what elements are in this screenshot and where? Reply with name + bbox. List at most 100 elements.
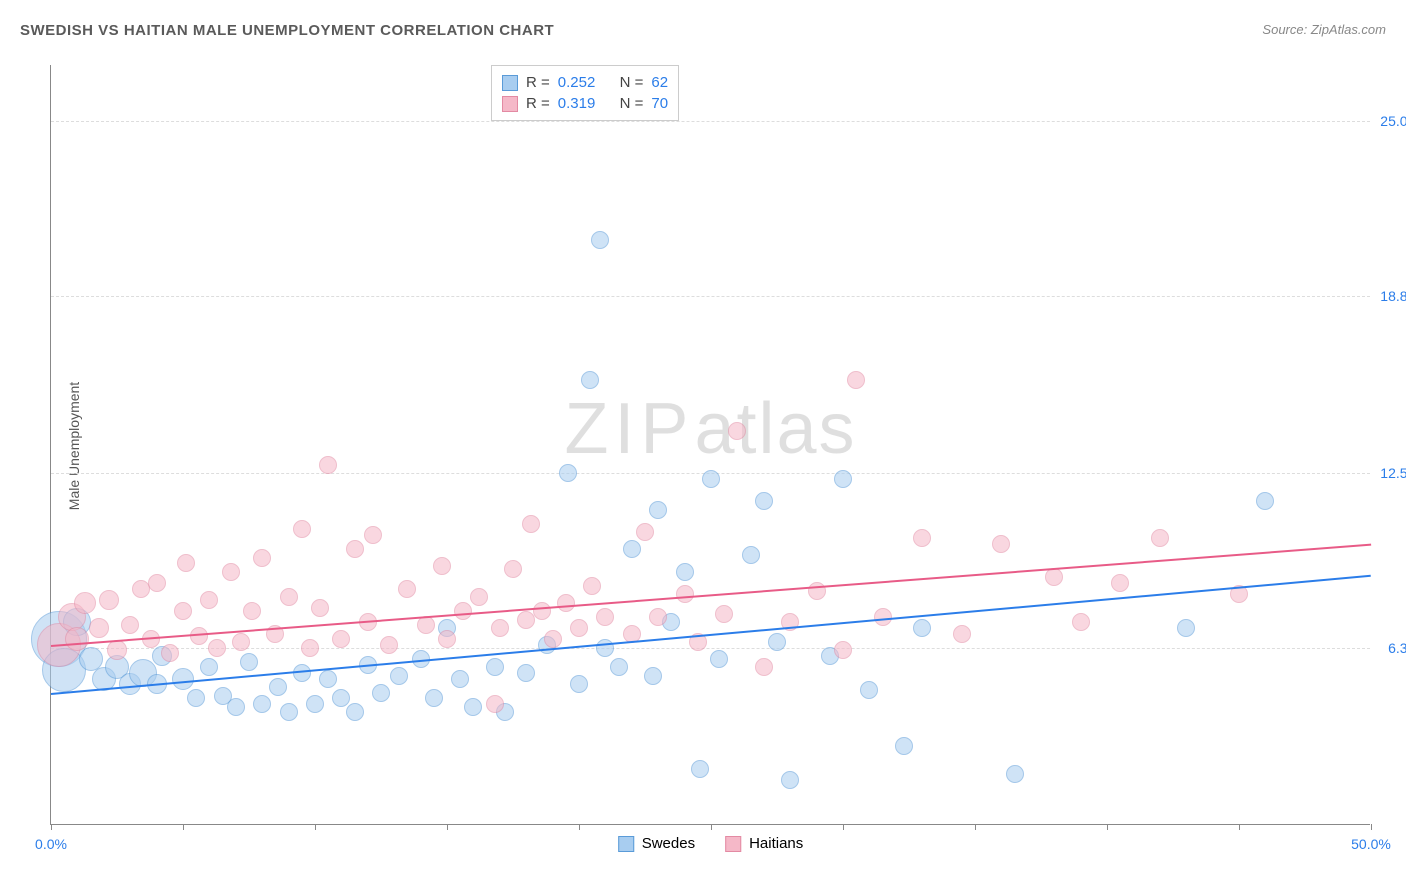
trend-line — [51, 574, 1371, 694]
data-point — [200, 658, 218, 676]
gridline-h — [51, 648, 1370, 649]
data-point — [691, 760, 709, 778]
x-tick-mark — [843, 824, 844, 830]
data-point — [676, 563, 694, 581]
x-tick-mark — [51, 824, 52, 830]
data-point — [644, 667, 662, 685]
data-point — [425, 689, 443, 707]
x-tick-mark — [315, 824, 316, 830]
r-value-haitians: 0.319 — [558, 95, 596, 112]
data-point — [728, 422, 746, 440]
stats-row-haitians: R = 0.319 N = 70 — [502, 93, 668, 114]
source-name: ZipAtlas.com — [1311, 22, 1386, 37]
watermark-atlas: atlas — [694, 389, 856, 469]
gridline-h — [51, 121, 1370, 122]
data-point — [454, 602, 472, 620]
data-point — [306, 695, 324, 713]
r-label: R = — [526, 74, 550, 91]
data-point — [834, 641, 852, 659]
data-point — [860, 681, 878, 699]
data-point — [559, 464, 577, 482]
swatch-swedes — [502, 75, 518, 91]
data-point — [398, 580, 416, 598]
data-point — [121, 616, 139, 634]
n-value-swedes: 62 — [651, 74, 668, 91]
data-point — [517, 664, 535, 682]
data-point — [177, 554, 195, 572]
data-point — [332, 630, 350, 648]
data-point — [591, 231, 609, 249]
data-point — [464, 698, 482, 716]
x-tick-mark — [1239, 824, 1240, 830]
data-point — [702, 470, 720, 488]
data-point — [240, 653, 258, 671]
data-point — [781, 771, 799, 789]
data-point — [596, 608, 614, 626]
data-point — [522, 515, 540, 533]
watermark: ZIPatlas — [564, 388, 856, 470]
data-point — [346, 703, 364, 721]
watermark-zip: ZIP — [564, 389, 694, 469]
source-attribution: Source: ZipAtlas.com — [1262, 22, 1386, 37]
y-tick-label: 18.8% — [1375, 288, 1406, 304]
data-point — [364, 526, 382, 544]
data-point — [533, 602, 551, 620]
data-point — [232, 633, 250, 651]
data-point — [293, 520, 311, 538]
data-point — [992, 535, 1010, 553]
data-point — [715, 605, 733, 623]
data-point — [390, 667, 408, 685]
data-point — [161, 644, 179, 662]
data-point — [190, 627, 208, 645]
x-tick-mark — [183, 824, 184, 830]
stats-row-swedes: R = 0.252 N = 62 — [502, 72, 668, 93]
trend-line — [51, 544, 1371, 647]
data-point — [301, 639, 319, 657]
data-point — [913, 529, 931, 547]
source-label: Source: — [1262, 22, 1307, 37]
data-point — [1151, 529, 1169, 547]
y-tick-label: 12.5% — [1375, 465, 1406, 481]
data-point — [253, 695, 271, 713]
data-point — [768, 633, 786, 651]
r-label: R = — [526, 95, 550, 112]
data-point — [319, 670, 337, 688]
data-point — [649, 608, 667, 626]
swatch-haitians — [502, 96, 518, 112]
x-tick-mark — [447, 824, 448, 830]
data-point — [557, 594, 575, 612]
data-point — [470, 588, 488, 606]
data-point — [280, 703, 298, 721]
data-point — [834, 470, 852, 488]
data-point — [874, 608, 892, 626]
data-point — [174, 602, 192, 620]
legend-label-swedes: Swedes — [642, 835, 695, 852]
data-point — [222, 563, 240, 581]
data-point — [649, 501, 667, 519]
data-point — [280, 588, 298, 606]
data-point — [208, 639, 226, 657]
data-point — [953, 625, 971, 643]
data-point — [847, 371, 865, 389]
data-point — [200, 591, 218, 609]
data-point — [581, 371, 599, 389]
data-point — [417, 616, 435, 634]
r-value-swedes: 0.252 — [558, 74, 596, 91]
data-point — [636, 523, 654, 541]
data-point — [438, 630, 456, 648]
data-point — [65, 627, 89, 651]
n-label: N = — [620, 74, 644, 91]
legend-item-swedes: Swedes — [618, 835, 695, 852]
x-tick-mark — [1371, 824, 1372, 830]
x-tick-mark — [579, 824, 580, 830]
data-point — [1256, 492, 1274, 510]
legend-swatch-haitians — [725, 836, 741, 852]
n-label: N = — [620, 95, 644, 112]
data-point — [1111, 574, 1129, 592]
data-point — [755, 492, 773, 510]
data-point — [89, 618, 109, 638]
legend-swatch-swedes — [618, 836, 634, 852]
data-point — [486, 658, 504, 676]
chart-title: SWEDISH VS HAITIAN MALE UNEMPLOYMENT COR… — [20, 22, 554, 39]
data-point — [895, 737, 913, 755]
